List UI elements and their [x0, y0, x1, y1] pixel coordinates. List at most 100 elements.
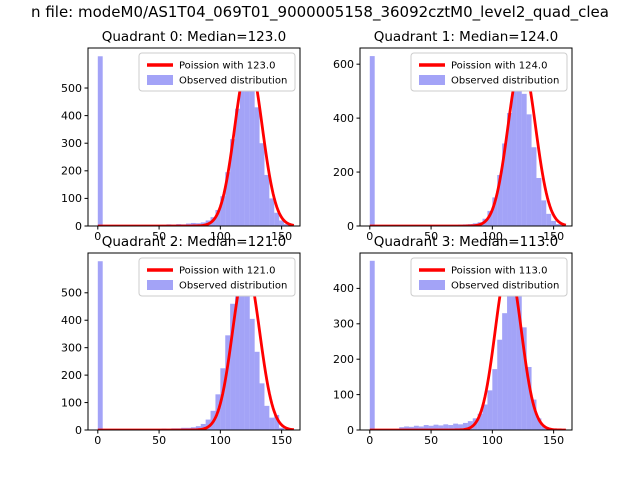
- histogram-bar: [536, 177, 542, 226]
- axes-spines: [359, 47, 573, 227]
- y-tick-label: 300: [61, 137, 82, 150]
- histogram-bar: [521, 327, 527, 430]
- histogram-bar: [433, 424, 439, 430]
- legend-label-observed: Observed distribution: [451, 281, 559, 292]
- histogram-bar: [230, 303, 236, 430]
- histogram-bar: [259, 383, 265, 430]
- histogram-bar: [220, 196, 226, 226]
- y-tick-label: 200: [333, 166, 354, 179]
- subplot-title: Quadrant 0: Median=123.0: [102, 29, 286, 45]
- histogram-bar: [254, 107, 260, 226]
- histogram-bar: [526, 114, 532, 226]
- y-tick-label: 500: [61, 82, 82, 95]
- histogram-bar: [507, 283, 512, 430]
- histogram-bar: [502, 143, 508, 226]
- legend-patch-swatch: [419, 280, 445, 290]
- legend: Poission with 121.0 Observed distribution: [138, 257, 296, 297]
- histogram-bar: [531, 147, 537, 226]
- histogram-bar: [467, 421, 473, 430]
- x-tick-label: 150: [543, 230, 564, 243]
- quadrant-3-chart: 0 50 100 150 0 100 200 300 400 Quadrant 3: Median…: [333, 234, 573, 447]
- histogram-bar: [205, 419, 211, 430]
- x-tick-label: 0: [94, 230, 101, 243]
- legend-box: [138, 52, 296, 92]
- subplot-title: Quadrant 3: Median=113.0: [374, 234, 558, 250]
- y-tick-label: 100: [61, 192, 82, 205]
- histogram-bar: [264, 405, 270, 430]
- histogram-bar: [526, 366, 532, 430]
- histogram-bar: [487, 210, 493, 226]
- legend-patch-swatch: [147, 75, 173, 85]
- histogram-bar: [531, 399, 537, 430]
- legend-box: [138, 257, 296, 297]
- histogram-bar: [428, 425, 434, 430]
- histogram-bar: [546, 213, 552, 226]
- histogram-bar: [200, 423, 206, 430]
- legend: Poission with 124.0 Observed distribution: [410, 52, 568, 92]
- poisson-fit-curve: [369, 263, 567, 430]
- histogram-bar: [269, 417, 275, 430]
- histogram-bar: [541, 426, 547, 430]
- axes-spines: [87, 47, 301, 227]
- histogram-bar: [215, 209, 221, 226]
- y-tick-label: 600: [333, 58, 354, 71]
- x-tick-label: 0: [366, 434, 373, 447]
- figure-title: n file: modeM0/AS1T04_069T01_9000005158_…: [31, 3, 609, 21]
- histogram-bar: [507, 113, 512, 226]
- histogram-bar: [443, 424, 449, 430]
- legend: Poission with 123.0 Observed distribution: [138, 52, 296, 92]
- y-tick-label: 0: [75, 424, 82, 437]
- subplot-title: Quadrant 1: Median=124.0: [374, 29, 558, 45]
- histogram-bar: [516, 295, 522, 430]
- observed-histogram: [369, 260, 557, 430]
- x-tick-label: 50: [152, 230, 166, 243]
- histogram-bar: [487, 390, 493, 430]
- x-tick-label: 150: [543, 434, 564, 447]
- legend-box: [410, 52, 568, 92]
- y-tick-label: 400: [333, 112, 354, 125]
- legend-label-fit: Poission with 124.0: [451, 61, 547, 72]
- histogram-bar: [284, 224, 289, 226]
- observed-histogram: [97, 56, 294, 226]
- y-tick-label: 400: [333, 282, 354, 295]
- y-tick-label: 400: [61, 314, 82, 327]
- legend-patch-swatch: [419, 75, 445, 85]
- histogram-bar: [239, 79, 245, 226]
- quadrant-0-chart: 0 50 100 150 0 100 200 300 400 500 Quadrant 0: Med…: [61, 29, 301, 243]
- y-tick-label: 0: [75, 220, 82, 233]
- histogram-bar: [521, 93, 527, 226]
- histogram-bar: [458, 424, 463, 430]
- histogram-bar: [225, 172, 231, 226]
- histogram-bar: [97, 261, 103, 430]
- histogram-bar: [239, 279, 245, 430]
- histogram-bar: [279, 427, 285, 430]
- x-tick-label: 150: [271, 434, 292, 447]
- subplot-title: Quadrant 2: Median=121.0: [102, 234, 286, 250]
- histogram-bar: [413, 425, 419, 430]
- histogram-bar: [225, 335, 231, 430]
- histogram-bar: [511, 87, 517, 226]
- x-tick-label: 100: [482, 230, 503, 243]
- y-tick-label: 0: [347, 220, 354, 233]
- legend-box: [410, 257, 568, 297]
- quadrant-2-chart: 0 50 100 150 0 100 200 300 400 500 Quadrant 2: Med…: [61, 234, 301, 447]
- legend-label-observed: Observed distribution: [179, 76, 287, 87]
- histogram-bar: [264, 174, 270, 226]
- y-tick-label: 200: [333, 353, 354, 366]
- histogram-bar: [404, 426, 410, 430]
- histogram-bar: [279, 220, 285, 226]
- x-tick-label: 50: [424, 230, 438, 243]
- axes-spines: [359, 252, 573, 431]
- histogram-bar: [409, 426, 414, 430]
- histogram-bar: [269, 198, 275, 226]
- histogram-bar: [369, 56, 375, 226]
- histogram-bar: [259, 143, 265, 226]
- y-tick-label: 100: [333, 388, 354, 401]
- histogram-bar: [551, 220, 557, 226]
- y-tick-label: 0: [347, 424, 354, 437]
- legend-label-fit: Poission with 121.0: [179, 266, 275, 277]
- x-tick-label: 150: [271, 230, 292, 243]
- legend-label-fit: Poission with 113.0: [451, 266, 547, 277]
- histogram-bar: [274, 212, 280, 226]
- x-tick-label: 0: [94, 434, 101, 447]
